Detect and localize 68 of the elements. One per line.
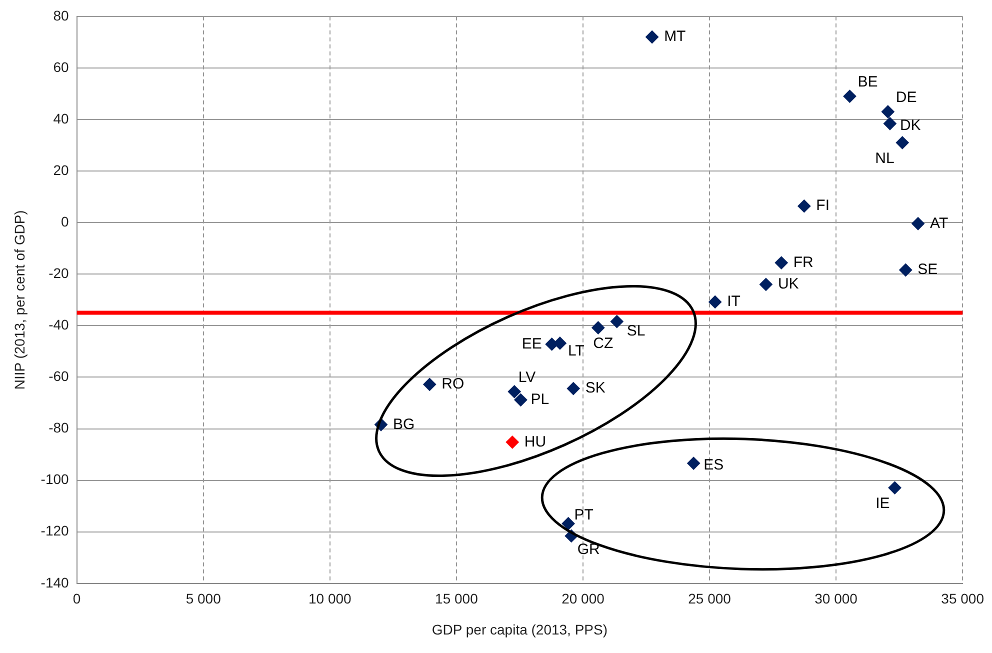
- x-tick-label: 20 000: [562, 590, 605, 607]
- point: [592, 321, 605, 334]
- y-tick-label: -60: [48, 368, 70, 384]
- annotation: BE: [858, 73, 878, 90]
- annotation: PT: [574, 506, 594, 524]
- y-tick-label: -120: [40, 522, 70, 539]
- annotation: IE: [876, 494, 890, 512]
- y-tick-label: -40: [48, 316, 70, 333]
- y-tick-label: -100: [40, 471, 70, 488]
- annotation: LT: [568, 342, 584, 360]
- annotation: AT: [930, 214, 948, 232]
- point: [888, 481, 902, 494]
- point: [687, 456, 700, 470]
- x-tick-label: 0: [72, 590, 81, 607]
- annotation: RO: [442, 376, 464, 393]
- annotation: EE: [522, 335, 542, 352]
- point: [545, 338, 558, 351]
- point: [798, 200, 811, 213]
- point: [708, 295, 722, 308]
- point: [610, 315, 624, 328]
- annotation: SK: [585, 380, 606, 397]
- point: [759, 278, 772, 291]
- annotation: FI: [816, 197, 830, 214]
- annotation: CZ: [593, 334, 614, 352]
- point: [912, 217, 925, 230]
- x-tick-label: 25 000: [688, 590, 732, 607]
- y-tick-label: -80: [48, 420, 70, 436]
- annotation: FR: [793, 254, 814, 271]
- y-tick-label: 40: [53, 110, 70, 126]
- y-tick-label: 0: [61, 213, 70, 230]
- point: [883, 117, 896, 130]
- x-tick-label: 35 000: [941, 590, 984, 607]
- point: [562, 517, 575, 530]
- y-tick-label: 80: [53, 7, 70, 24]
- annotation: DE: [896, 88, 917, 106]
- y-tick-label: -140: [40, 574, 70, 590]
- annotation: NL: [875, 150, 894, 167]
- x-tick-label: 10 000: [308, 590, 352, 607]
- point: [506, 436, 519, 449]
- point: [646, 30, 659, 44]
- point: [423, 378, 436, 391]
- x-tick-label: 30 000: [814, 590, 858, 607]
- point: [896, 136, 909, 150]
- annotation: ES: [704, 456, 724, 474]
- x-axis-title: GDP per capita (2013, PPS): [432, 621, 608, 638]
- x-tick-label: 5 000: [186, 590, 222, 607]
- annotation: LV: [518, 368, 536, 386]
- annotation: BG: [393, 416, 415, 433]
- point: [843, 90, 856, 103]
- y-tick-label: -20: [48, 264, 70, 281]
- annotation: IT: [727, 293, 740, 310]
- annotation: SL: [626, 322, 646, 340]
- annotation: DK: [900, 116, 921, 134]
- annotation: PL: [530, 391, 550, 408]
- point: [508, 385, 521, 398]
- y-axis-title: NIIP (2013, per cent of GDP): [11, 210, 28, 390]
- point: [881, 105, 894, 118]
- x-tick-label: 15 000: [435, 590, 478, 607]
- point: [514, 393, 528, 406]
- y-tick-label: 60: [53, 58, 70, 75]
- y-tick-label: 20: [53, 162, 70, 178]
- point: [566, 382, 580, 396]
- annotation: HU: [524, 433, 546, 450]
- point: [774, 256, 788, 270]
- point: [899, 264, 912, 277]
- annotation: MT: [664, 28, 686, 46]
- annotation: UK: [778, 276, 799, 293]
- annotation: SE: [918, 261, 938, 278]
